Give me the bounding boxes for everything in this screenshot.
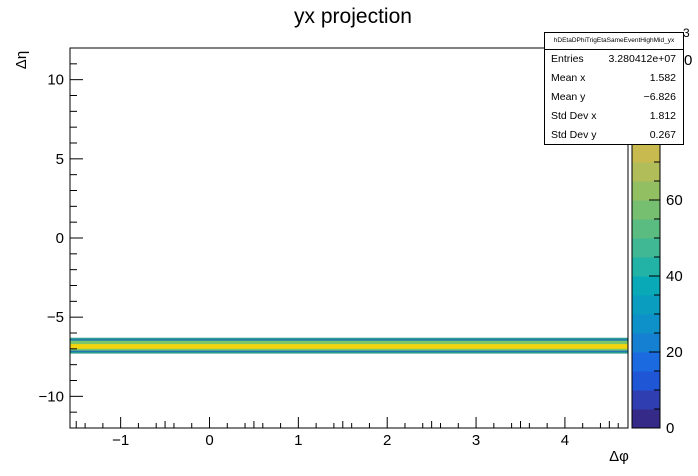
palette-swatch (632, 219, 660, 239)
palette-swatch (632, 352, 660, 372)
x-axis-label: Δφ (609, 448, 629, 465)
palette-swatch (632, 390, 660, 410)
palette-swatch (632, 371, 660, 391)
palette-swatch (632, 238, 660, 258)
y-tick-label: 0 (56, 230, 64, 247)
x-tick-label: 4 (561, 432, 569, 449)
stats-row-mean-y: Mean y −6.826 (545, 88, 683, 107)
stats-label: Std Dev x (551, 110, 597, 122)
x-tick-label: −1 (112, 432, 129, 449)
palette-swatch (632, 257, 660, 277)
z-tick-label: 0 (666, 420, 674, 437)
data-band-core (70, 344, 628, 349)
palette-swatch (632, 162, 660, 182)
palette-swatch (632, 143, 660, 163)
z-axis-exponent: 3 (683, 26, 690, 40)
stats-value: −6.826 (643, 91, 676, 103)
x-tick-label: 0 (205, 432, 213, 449)
chart-title: yx projection (294, 5, 412, 28)
x-tick-label: 1 (294, 432, 302, 449)
stats-value: 1.582 (649, 72, 676, 84)
stats-label: Std Dev y (551, 129, 597, 141)
palette-swatch (632, 314, 660, 334)
y-tick-label: −10 (39, 388, 64, 405)
stats-label: Mean x (551, 72, 586, 84)
stats-value: 3.280412e+07 (608, 53, 676, 65)
z-tick-label: 20 (666, 344, 683, 361)
x-tick-label: 3 (472, 432, 480, 449)
palette-swatch (632, 181, 660, 201)
palette-swatch (632, 333, 660, 353)
z-tick-label: 60 (666, 192, 683, 209)
y-tick-label: −5 (47, 309, 64, 326)
stats-label: Mean y (551, 91, 586, 103)
stats-label: Entries (551, 53, 584, 65)
stats-value: 1.812 (649, 110, 676, 122)
stats-value: 0.267 (649, 129, 676, 141)
stats-box: hDEtaDPhiTrigEtaSameEventHighMid_yx Entr… (544, 32, 684, 145)
z-tick-label: 40 (666, 268, 683, 285)
palette-swatch (632, 200, 660, 220)
stats-row-mean-x: Mean x 1.582 (545, 69, 683, 88)
stats-title: hDEtaDPhiTrigEtaSameEventHighMid_yx (545, 33, 683, 50)
z-axis-top-label: 0 (684, 52, 692, 69)
y-tick-label: 10 (47, 72, 64, 89)
y-tick-label: 5 (56, 151, 64, 168)
stats-row-entries: Entries 3.280412e+07 (545, 50, 683, 69)
palette-swatch (632, 276, 660, 296)
y-axis-label: Δη (13, 51, 30, 69)
stats-row-stddev-y: Std Dev y 0.267 (545, 126, 683, 145)
palette-swatch (632, 409, 660, 429)
stats-row-stddev-x: Std Dev x 1.812 (545, 107, 683, 126)
palette-swatch (632, 295, 660, 315)
x-tick-label: 2 (383, 432, 391, 449)
